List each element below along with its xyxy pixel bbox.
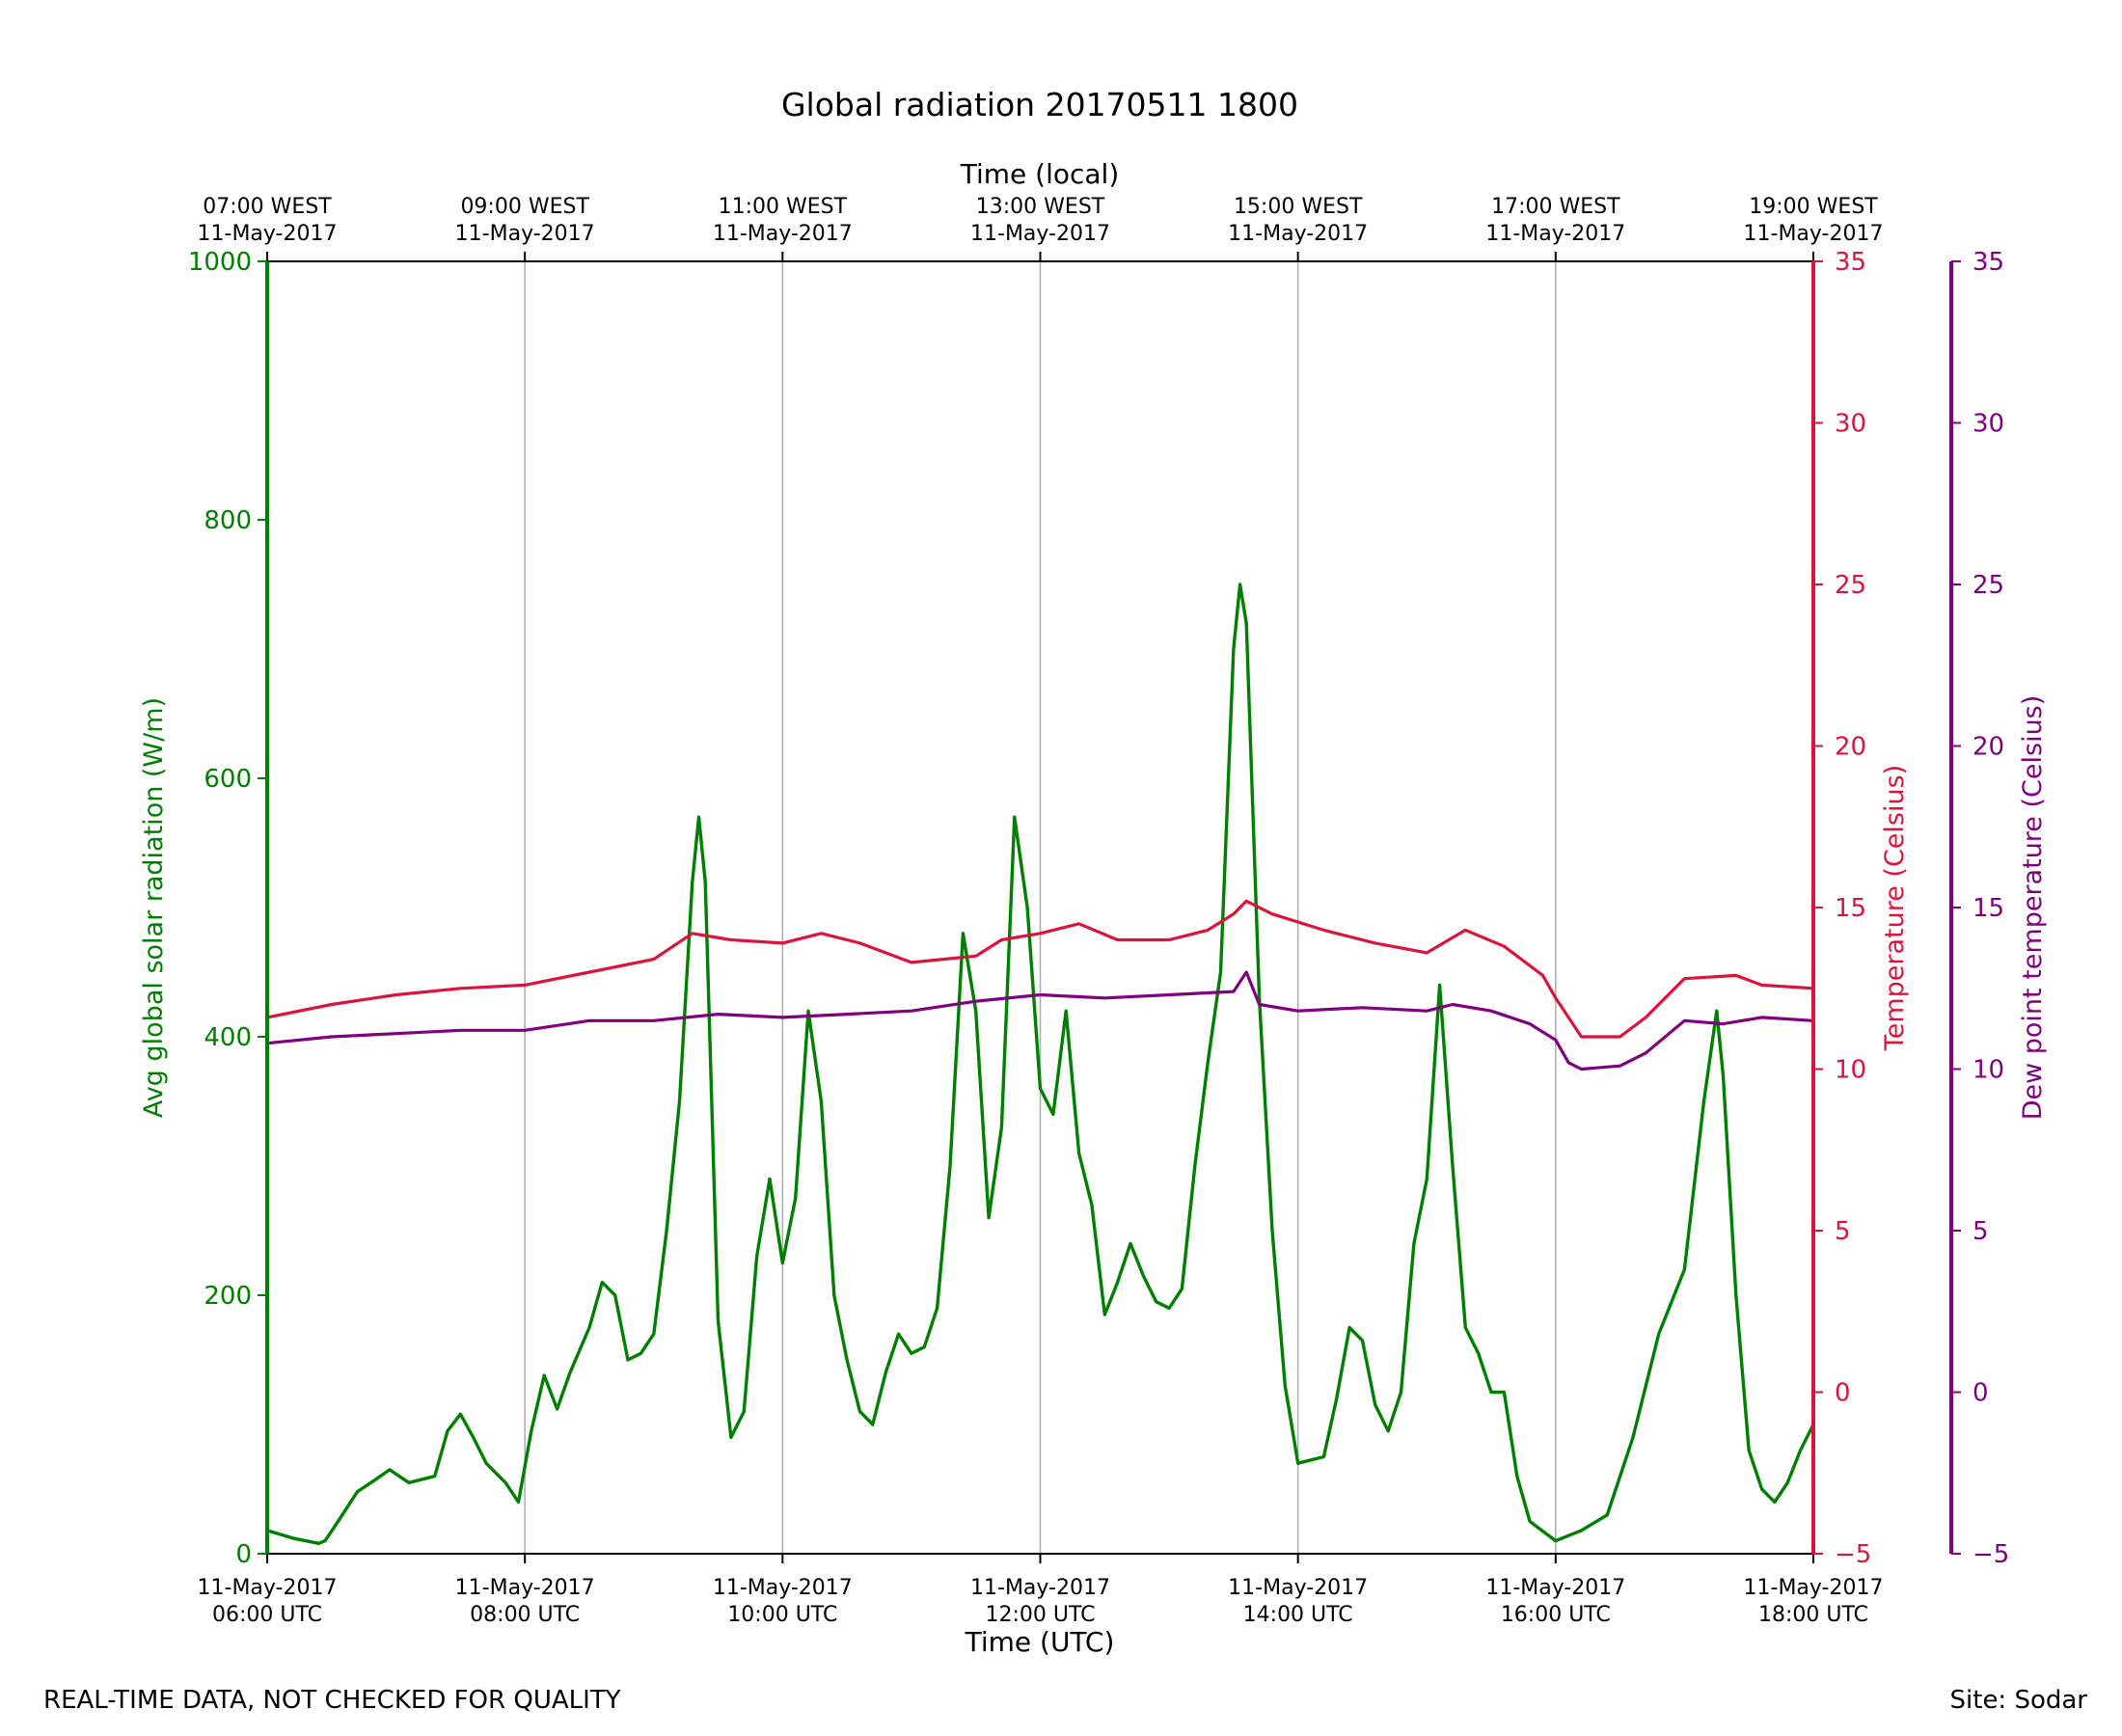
left-tick-label: 600 — [204, 765, 252, 794]
bottom-tick-time: 16:00 UTC — [1501, 1603, 1611, 1627]
temp-tick-label: 0 — [1835, 1379, 1851, 1408]
top-tick-date: 11-May-2017 — [1485, 222, 1625, 246]
left-tick-label: 200 — [204, 1282, 252, 1311]
top-tick-time: 15:00 WEST — [1234, 195, 1363, 219]
dew-tick-label: 25 — [1972, 571, 2004, 600]
bottom-tick-time: 06:00 UTC — [212, 1603, 322, 1627]
dew-tick-label: 30 — [1972, 410, 2004, 439]
top-tick-time: 07:00 WEST — [203, 195, 332, 219]
bottom-tick-date: 11-May-2017 — [1228, 1576, 1368, 1600]
bottom-tick-date: 11-May-2017 — [1485, 1576, 1625, 1600]
dew-tick-label: 35 — [1972, 248, 2004, 277]
quality-note: REAL-TIME DATA, NOT CHECKED FOR QUALITY — [43, 1686, 621, 1715]
bottom-tick-time: 18:00 UTC — [1758, 1603, 1868, 1627]
left-tick-label: 400 — [204, 1023, 252, 1052]
bottom-tick-time: 14:00 UTC — [1243, 1603, 1353, 1627]
temp-tick-label: 30 — [1835, 410, 1866, 439]
temp-tick-label: −5 — [1835, 1540, 1871, 1569]
series-line-2 — [266, 970, 1814, 1071]
bottom-tick-date: 11-May-2017 — [970, 1576, 1110, 1600]
temp-tick-label: 5 — [1835, 1217, 1851, 1246]
bottom-tick-date: 11-May-2017 — [1744, 1576, 1884, 1600]
bottom-tick-time: 10:00 UTC — [727, 1603, 837, 1627]
site-label: Site: Sodar — [1949, 1686, 2087, 1715]
series-line-0 — [266, 583, 1815, 1545]
dew-tick-label: 0 — [1972, 1379, 1989, 1408]
top-tick-time: 09:00 WEST — [460, 195, 589, 219]
left-tick-label: 1000 — [188, 248, 252, 277]
temp-tick-label: 20 — [1835, 733, 1866, 762]
top-tick-time: 17:00 WEST — [1491, 195, 1620, 219]
top-tick-date: 11-May-2017 — [1228, 222, 1368, 246]
top-tick-date: 11-May-2017 — [970, 222, 1110, 246]
top-tick-date: 11-May-2017 — [713, 222, 853, 246]
temp-tick-label: 25 — [1835, 571, 1866, 600]
series-line-1 — [266, 899, 1814, 1039]
left-axis-title: Avg global solar radiation (W/m) — [139, 697, 169, 1118]
top-axis-label: Time (local) — [960, 158, 1120, 190]
top-tick-time: 13:00 WEST — [976, 195, 1105, 219]
top-tick-date: 11-May-2017 — [198, 222, 338, 246]
top-tick-date: 11-May-2017 — [1744, 222, 1884, 246]
x-axis-label: Time (UTC) — [965, 1626, 1115, 1658]
temp-tick-label: 10 — [1835, 1056, 1866, 1085]
bottom-tick-date: 11-May-2017 — [455, 1576, 595, 1600]
plot-layer: 11-May-2017 06:00 UTC 11-May-2017 08:00 UTC… — [139, 195, 2048, 1627]
temp-tick-label: 15 — [1835, 894, 1866, 923]
dew-tick-label: 15 — [1972, 894, 2004, 923]
dew-tick-label: 20 — [1972, 733, 2004, 762]
dew-tick-label: 10 — [1972, 1056, 2004, 1085]
temp-tick-label: 35 — [1835, 248, 1866, 277]
dew-tick-label: 5 — [1972, 1217, 1989, 1246]
bottom-tick-date: 11-May-2017 — [713, 1576, 853, 1600]
left-tick-label: 800 — [204, 506, 252, 535]
temp-axis-title: Temperature (Celsius) — [1880, 765, 1910, 1051]
left-tick-label: 0 — [235, 1540, 252, 1569]
top-tick-time: 11:00 WEST — [719, 195, 848, 219]
top-tick-date: 11-May-2017 — [455, 222, 595, 246]
chart-title: Global radiation 20170511 1800 — [781, 86, 1298, 123]
top-tick-time: 19:00 WEST — [1749, 195, 1878, 219]
bottom-tick-time: 08:00 UTC — [470, 1603, 580, 1627]
bottom-tick-time: 12:00 UTC — [985, 1603, 1095, 1627]
dew-axis-title: Dew point temperature (Celsius) — [2018, 695, 2048, 1121]
dew-tick-label: −5 — [1972, 1540, 2009, 1569]
bottom-tick-date: 11-May-2017 — [198, 1576, 338, 1600]
